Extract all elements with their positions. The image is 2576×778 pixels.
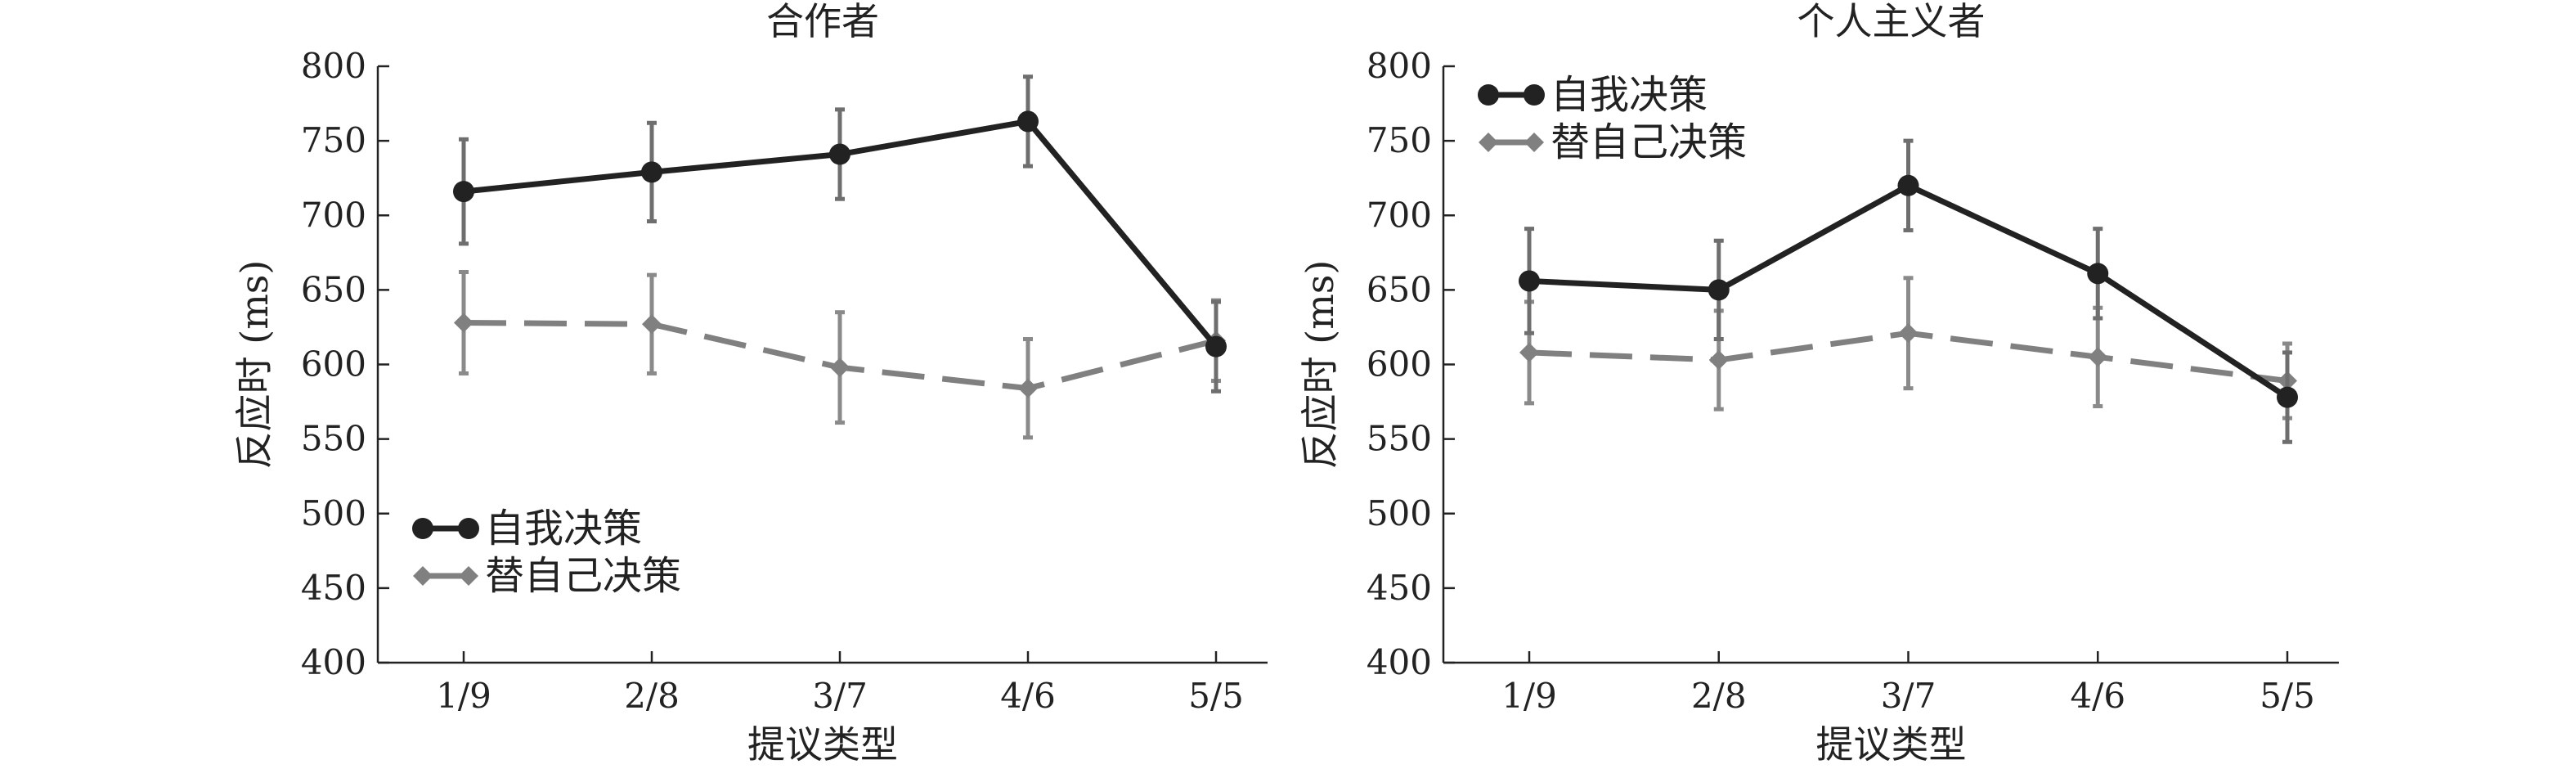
x-tick-label-2: 2/8: [624, 676, 680, 716]
y-tick-label-450: 450: [1367, 568, 1432, 608]
data-point: [1519, 270, 1540, 292]
x-axis-label: 提议类型: [747, 722, 898, 767]
data-point: [642, 314, 662, 335]
data-point: [1708, 279, 1730, 301]
data-point: [830, 358, 850, 378]
data-point: [2088, 347, 2108, 367]
data-point: [1017, 110, 1039, 133]
legend-marker: [1524, 133, 1544, 152]
legend-item-1: 自我决策: [412, 506, 642, 551]
y-tick-label-750: 750: [1367, 120, 1432, 160]
y-tick-label-550: 550: [1367, 419, 1432, 459]
data-point: [2087, 263, 2109, 285]
legend-marker: [412, 518, 433, 539]
legend-item-2: 替自己决策: [1479, 119, 1747, 165]
x-tick-label-2: 2/8: [1691, 676, 1747, 716]
y-tick-label-400: 400: [1367, 642, 1432, 682]
chart-panel-1: 合作者 400 450 500 550 600 650 700 750 800 1/9 2/8 3/7 4…: [232, 0, 1268, 767]
legend-marker: [1479, 133, 1498, 152]
x-tick-label-4: 4/6: [2070, 676, 2125, 716]
y-axis-label: 反应时 (ms): [232, 260, 276, 470]
chart-panel-2: 个人主义者 400 450 500 550 600 650 700 750 800 1/9 2/8 3/…: [1298, 0, 2339, 767]
y-tick-label-500: 500: [301, 493, 366, 533]
legend-item-2: 替自己决策: [413, 553, 681, 599]
y-tick-label-700: 700: [1367, 195, 1432, 235]
data-point: [2277, 386, 2298, 408]
y-tick-label-600: 600: [301, 344, 366, 385]
series-2: [454, 270, 1226, 440]
y-tick-label-800: 800: [301, 46, 366, 86]
x-tick-label-5: 5/5: [2260, 676, 2315, 716]
y-tick-label-600: 600: [1367, 344, 1432, 385]
data-point: [641, 161, 662, 183]
x-tick-label-5: 5/5: [1188, 676, 1244, 716]
y-tick-label-550: 550: [301, 419, 366, 459]
y-axis-label: 反应时 (ms): [1298, 260, 1342, 470]
x-tick-label-1: 1/9: [1501, 676, 1557, 716]
y-tick-label-650: 650: [301, 269, 366, 309]
data-point: [1519, 342, 1539, 362]
legend-label: 自我决策: [1551, 72, 1708, 118]
y-tick-label-500: 500: [1367, 493, 1432, 533]
legend-label: 替自己决策: [1551, 119, 1747, 165]
y-tick-label-750: 750: [301, 120, 366, 160]
series-1: [1519, 138, 2298, 444]
x-tick-label-1: 1/9: [436, 676, 491, 716]
data-point: [1897, 174, 1919, 196]
data-point: [454, 313, 473, 333]
legend-item-1: 自我决策: [1478, 72, 1708, 118]
y-tick-label-650: 650: [1367, 269, 1432, 309]
legend-label: 自我决策: [485, 506, 642, 551]
y-tick-label-800: 800: [1367, 46, 1432, 86]
legend-marker: [413, 566, 433, 586]
x-tick-label-4: 4/6: [1000, 676, 1056, 716]
chart-title: 合作者: [766, 0, 879, 43]
legend-label: 替自己决策: [485, 553, 681, 599]
x-tick-label-3: 3/7: [812, 676, 868, 716]
chart-title: 个人主义者: [1797, 0, 1986, 43]
y-tick-label-450: 450: [301, 568, 366, 608]
series-2: [1519, 276, 2297, 420]
x-tick-label-3: 3/7: [1881, 676, 1936, 716]
legend-marker: [1478, 84, 1499, 106]
data-point: [1018, 378, 1038, 398]
y-tick-label-700: 700: [301, 195, 366, 235]
x-axis-label: 提议类型: [1816, 722, 1967, 767]
data-point: [1708, 350, 1729, 371]
data-point: [1898, 323, 1919, 344]
data-point: [453, 181, 474, 203]
data-point: [829, 143, 850, 165]
data-point: [1205, 335, 1227, 358]
legend-marker: [1524, 84, 1545, 106]
series-1: [453, 74, 1227, 393]
y-tick-label-400: 400: [301, 642, 366, 682]
legend-marker: [458, 518, 479, 539]
legend-marker: [459, 566, 478, 586]
